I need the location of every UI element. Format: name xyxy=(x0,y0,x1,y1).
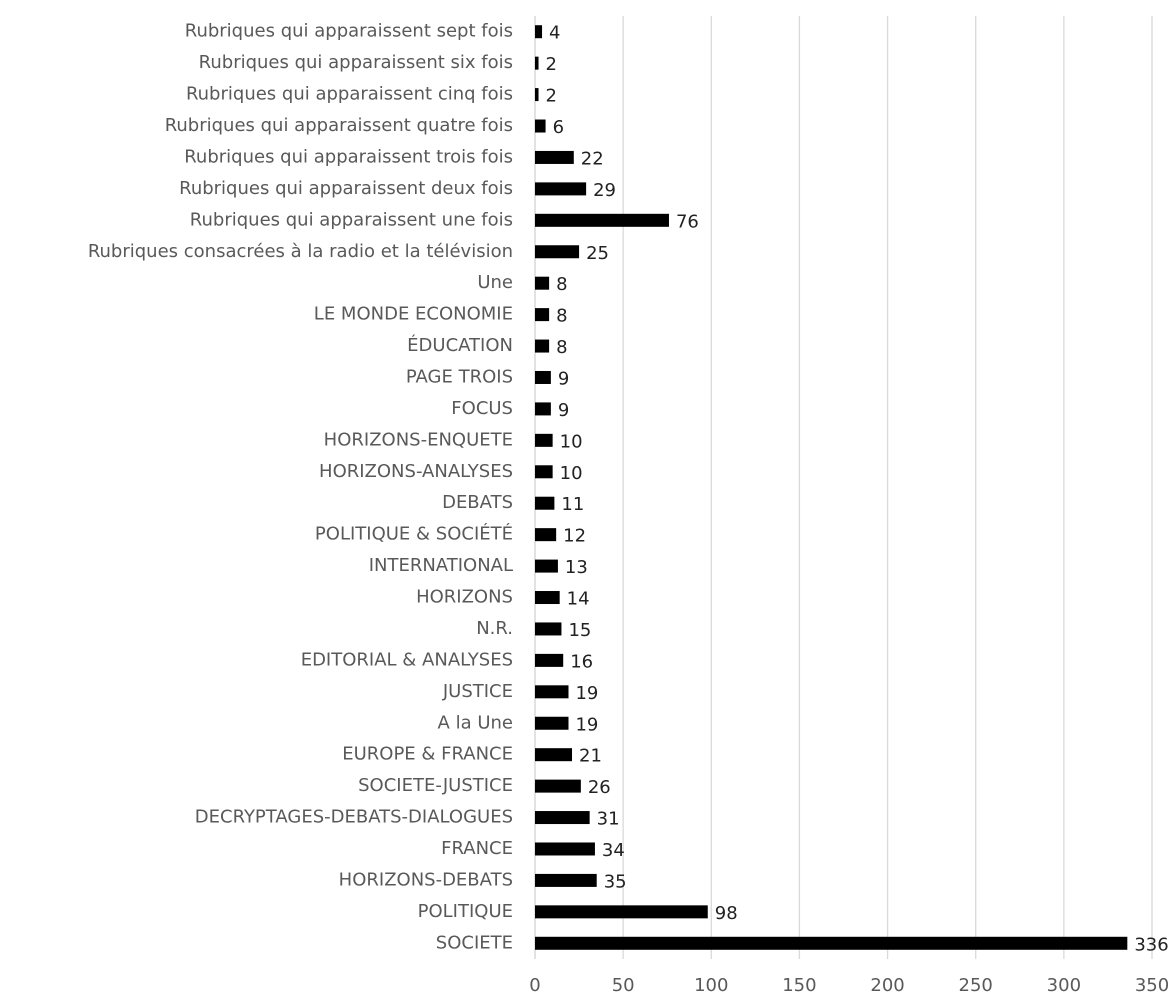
x-tick-label: 300 xyxy=(1047,975,1081,996)
bar xyxy=(535,779,581,793)
value-label: 76 xyxy=(676,211,699,232)
y-tick-label: PAGE TROIS xyxy=(406,366,513,387)
y-tick-label: SOCIETE-JUSTICE xyxy=(358,775,513,796)
y-tick-label: Rubriques qui apparaissent cinq fois xyxy=(186,84,513,105)
y-tick-label: Rubriques consacrées à la radio et la té… xyxy=(88,241,513,262)
x-tick-label: 50 xyxy=(612,975,635,996)
y-tick-label: Une xyxy=(477,272,513,293)
bar xyxy=(535,119,546,133)
value-label: 22 xyxy=(581,148,604,169)
value-label: 4 xyxy=(549,23,560,44)
y-tick-label: Rubriques qui apparaissent trois fois xyxy=(184,146,513,167)
bar xyxy=(535,496,555,510)
x-tick-label: 0 xyxy=(529,975,540,996)
y-tick-label: SOCIETE xyxy=(436,932,513,953)
value-label: 2 xyxy=(546,86,557,107)
x-tick-label: 250 xyxy=(959,975,993,996)
bar xyxy=(535,811,590,825)
y-tick-label: INTERNATIONAL xyxy=(369,555,513,576)
value-label: 9 xyxy=(558,368,569,389)
value-label: 31 xyxy=(597,809,620,830)
bar xyxy=(535,182,587,196)
y-tick-label: HORIZONS-DEBATS xyxy=(339,869,513,890)
value-label: 10 xyxy=(560,463,583,484)
value-label: 21 xyxy=(579,746,602,767)
y-tick-label: POLITIQUE & SOCIÉTÉ xyxy=(315,523,513,545)
value-label: 8 xyxy=(556,337,567,358)
value-label: 11 xyxy=(561,494,584,515)
bar xyxy=(535,56,539,70)
bar xyxy=(535,25,543,39)
value-label: 25 xyxy=(586,243,609,264)
y-tick-label: N.R. xyxy=(476,618,513,639)
x-tick-label: 100 xyxy=(694,975,728,996)
bar xyxy=(535,465,553,479)
y-tick-label: FRANCE xyxy=(441,838,513,859)
bar xyxy=(535,528,557,542)
value-label: 6 xyxy=(553,117,564,138)
bar xyxy=(535,276,550,290)
bar xyxy=(535,936,1128,950)
value-label: 16 xyxy=(570,651,593,672)
bar xyxy=(535,213,669,227)
value-label: 14 xyxy=(567,589,590,610)
bar xyxy=(535,339,550,353)
y-tick-label: EDITORIAL & ANALYSES xyxy=(301,649,513,670)
x-tick-label: 350 xyxy=(1135,975,1169,996)
y-tick-label: Rubriques qui apparaissent deux fois xyxy=(179,178,513,199)
bar xyxy=(535,591,560,605)
bar xyxy=(535,873,597,887)
y-tick-label: LE MONDE ECONOMIE xyxy=(314,304,513,325)
value-label: 10 xyxy=(560,431,583,452)
bar xyxy=(535,150,574,164)
bar xyxy=(535,905,708,919)
bar xyxy=(535,308,550,322)
value-label: 8 xyxy=(556,274,567,295)
value-label: 8 xyxy=(556,306,567,327)
bar xyxy=(535,842,595,856)
value-label: 29 xyxy=(593,180,616,201)
value-label: 15 xyxy=(568,620,591,641)
y-tick-label: Rubriques qui apparaissent une fois xyxy=(190,209,513,230)
bar xyxy=(535,653,564,667)
y-tick-label: POLITIQUE xyxy=(418,901,513,922)
value-label: 9 xyxy=(558,400,569,421)
value-label: 98 xyxy=(715,903,738,924)
bar xyxy=(535,685,569,699)
bar xyxy=(535,433,553,447)
y-tick-label: JUSTICE xyxy=(442,681,513,702)
value-label: 13 xyxy=(565,557,588,578)
y-tick-label: FOCUS xyxy=(451,398,513,419)
y-tick-label: EUROPE & FRANCE xyxy=(342,744,513,765)
bar xyxy=(535,716,569,730)
y-tick-label: A la Une xyxy=(438,712,513,733)
bar xyxy=(535,559,558,573)
value-label: 336 xyxy=(1134,934,1168,955)
bar xyxy=(535,748,573,762)
value-label: 19 xyxy=(575,683,598,704)
value-label: 26 xyxy=(588,777,611,798)
y-tick-label: Rubriques qui apparaissent quatre fois xyxy=(165,115,513,136)
y-tick-label: Rubriques qui apparaissent sept fois xyxy=(185,21,513,42)
bar xyxy=(535,370,551,384)
value-label: 12 xyxy=(563,526,586,547)
x-tick-label: 200 xyxy=(870,975,904,996)
bar xyxy=(535,245,580,259)
y-tick-label: DECRYPTAGES-DEBATS-DIALOGUES xyxy=(195,807,513,828)
y-tick-label: DEBATS xyxy=(442,492,513,513)
value-label: 35 xyxy=(604,871,627,892)
value-label: 2 xyxy=(546,54,557,75)
y-tick-label: HORIZONS-ANALYSES xyxy=(319,461,513,482)
value-label: 19 xyxy=(575,714,598,735)
x-tick-label: 150 xyxy=(782,975,816,996)
value-label: 34 xyxy=(602,840,625,861)
bar xyxy=(535,88,539,102)
y-tick-label: ÉDUCATION xyxy=(407,334,513,356)
y-tick-label: HORIZONS-ENQUETE xyxy=(324,429,513,450)
y-tick-label: HORIZONS xyxy=(416,587,513,608)
bar xyxy=(535,622,562,636)
y-tick-label: Rubriques qui apparaissent six fois xyxy=(199,52,513,73)
bar xyxy=(535,402,551,416)
